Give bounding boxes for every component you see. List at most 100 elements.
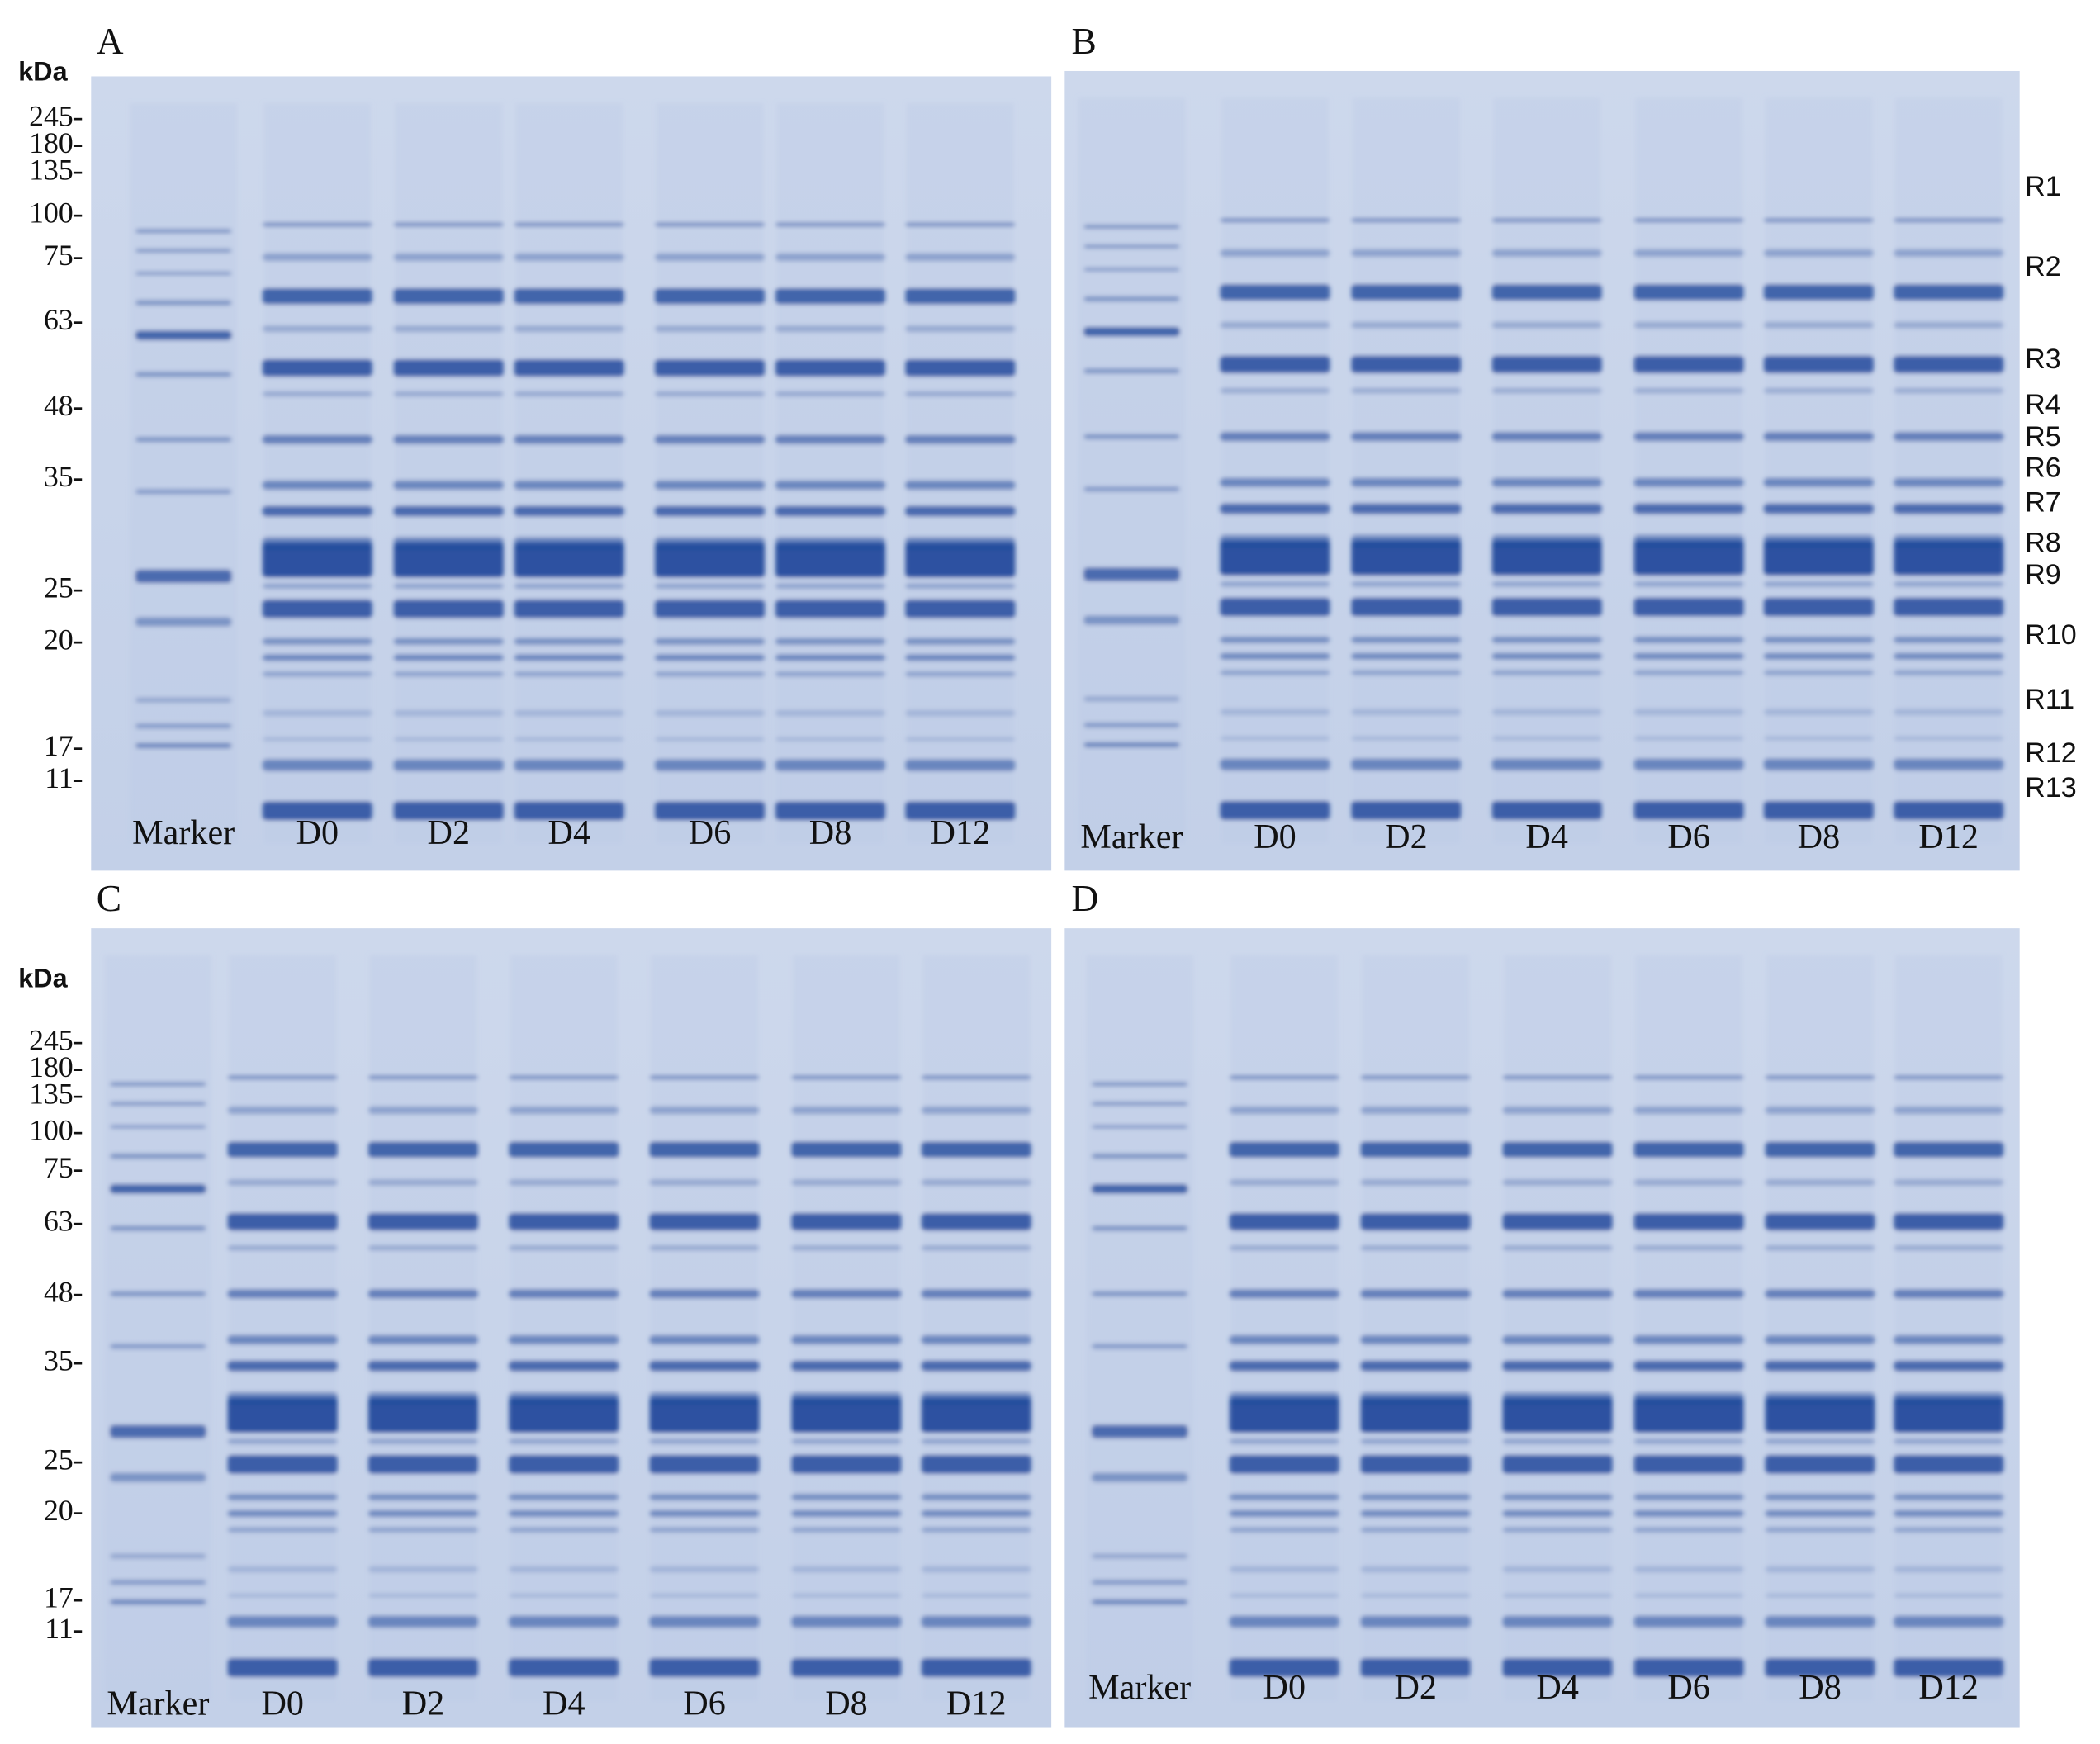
- lane-label: D8: [1798, 818, 1841, 856]
- band: [1351, 503, 1462, 514]
- band: [1894, 652, 2004, 660]
- band: [1502, 1438, 1613, 1444]
- unit-label: kDa: [18, 963, 68, 993]
- band: [921, 1397, 1031, 1433]
- band: [514, 358, 624, 377]
- band: [655, 358, 766, 377]
- band: [1763, 218, 1874, 223]
- band: [1894, 708, 2004, 716]
- band: [1765, 1527, 1875, 1533]
- band: [1091, 1102, 1188, 1107]
- band: [1633, 1075, 1744, 1080]
- band: [393, 671, 504, 677]
- lane-label: Marker: [1088, 1668, 1191, 1707]
- band: [262, 801, 372, 821]
- lane-label: Marker: [1080, 818, 1183, 856]
- band: [1894, 1566, 2004, 1573]
- band: [775, 759, 886, 771]
- band: [1083, 567, 1180, 581]
- lane: [1078, 97, 1186, 844]
- band: [1229, 1245, 1339, 1251]
- band: [1360, 1212, 1471, 1231]
- band: [1633, 1397, 1744, 1433]
- band: [393, 505, 504, 517]
- band: [791, 1658, 902, 1677]
- band: [367, 1106, 478, 1115]
- band: [1491, 801, 1602, 820]
- band: [135, 330, 232, 340]
- lane: [906, 102, 1014, 844]
- band: [1220, 477, 1330, 487]
- band: [1633, 708, 1744, 716]
- band: [262, 505, 372, 517]
- band: [1491, 284, 1602, 301]
- band: [921, 1334, 1031, 1345]
- band: [1763, 581, 1874, 587]
- band: [1083, 696, 1180, 702]
- band: [1894, 1212, 2004, 1231]
- band: [262, 480, 372, 490]
- band: [1765, 1212, 1875, 1231]
- band: [1360, 1454, 1471, 1474]
- band: [1633, 670, 1744, 675]
- band: [1633, 1289, 1744, 1299]
- band: [1083, 486, 1180, 492]
- band: [649, 1593, 760, 1598]
- band: [367, 1075, 478, 1080]
- band: [262, 434, 372, 444]
- band: [1491, 652, 1602, 660]
- marker-label: 245-: [29, 99, 83, 132]
- lane: [229, 955, 337, 1702]
- band: [1894, 1593, 2004, 1598]
- band-label: R4: [2025, 389, 2061, 420]
- band: [791, 1289, 902, 1299]
- lane-label: D4: [543, 1684, 585, 1723]
- band: [262, 253, 372, 262]
- band: [1633, 1141, 1744, 1158]
- band: [1894, 1245, 2004, 1251]
- band: [1765, 1245, 1875, 1251]
- band: [1765, 1334, 1875, 1345]
- lane-label: D12: [946, 1684, 1007, 1723]
- band: [921, 1141, 1031, 1158]
- band: [1633, 249, 1744, 258]
- band: [1763, 387, 1874, 394]
- band: [905, 637, 1016, 645]
- band: [655, 599, 766, 618]
- band: [135, 569, 232, 584]
- band: [1351, 708, 1462, 716]
- marker-label: 11-: [45, 1612, 83, 1645]
- band: [1763, 670, 1874, 675]
- band: [109, 1184, 206, 1194]
- band: [514, 253, 624, 262]
- band: [921, 1615, 1031, 1628]
- band: [1351, 636, 1462, 643]
- band: [509, 1075, 619, 1080]
- band: [367, 1212, 478, 1231]
- band: [1083, 742, 1180, 748]
- band: [1894, 1509, 2004, 1517]
- lane: [922, 955, 1031, 1702]
- band: [649, 1289, 760, 1299]
- band: [509, 1438, 619, 1444]
- band: [1894, 1454, 2004, 1474]
- band: [514, 801, 624, 821]
- band: [1083, 225, 1180, 230]
- band: [262, 391, 372, 397]
- lane: [130, 102, 238, 844]
- lane: [369, 955, 477, 1702]
- band: [1502, 1075, 1613, 1080]
- lane-label: Marker: [107, 1684, 209, 1723]
- band: [1220, 597, 1330, 617]
- band: [393, 543, 504, 578]
- lane-label: D2: [428, 813, 471, 852]
- band: [649, 1527, 760, 1533]
- band: [109, 1580, 206, 1585]
- band: [514, 654, 624, 661]
- band: [1502, 1527, 1613, 1533]
- band: [1220, 736, 1330, 741]
- marker-label: 75-: [44, 239, 83, 272]
- band: [655, 253, 766, 262]
- band: [1633, 503, 1744, 514]
- band: [109, 1599, 206, 1605]
